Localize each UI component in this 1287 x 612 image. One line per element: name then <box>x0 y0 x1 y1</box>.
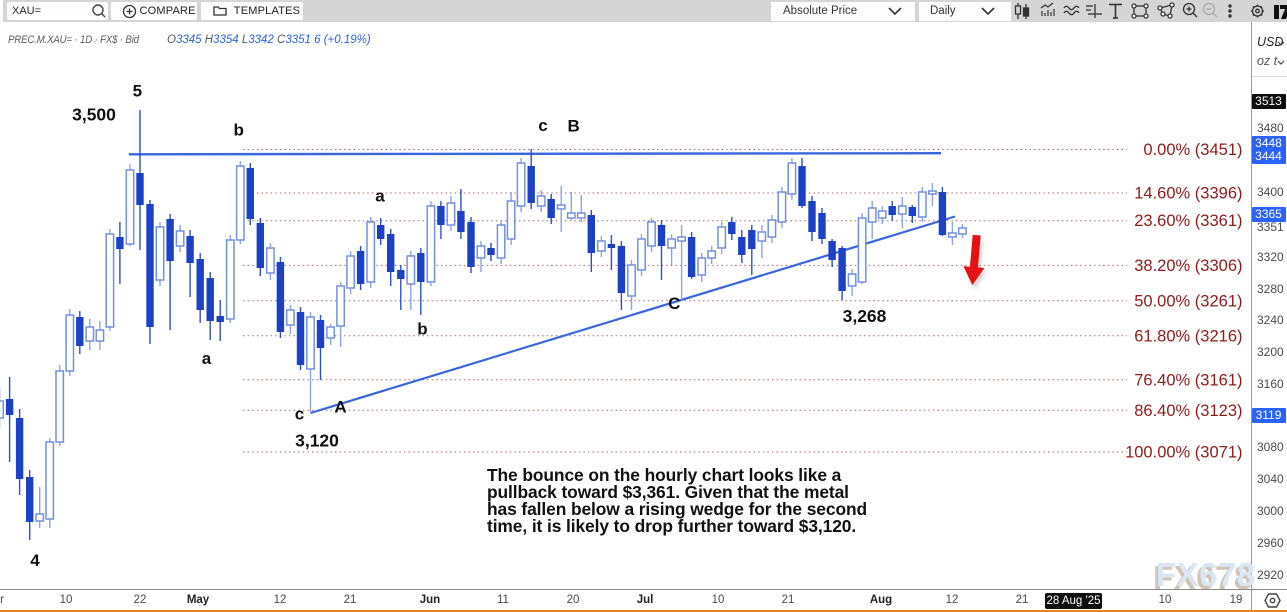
svg-text:23.60% (3361): 23.60% (3361) <box>1134 212 1242 230</box>
svg-text:B: B <box>568 117 580 136</box>
svg-text:5: 5 <box>133 82 142 101</box>
svg-text:3,500: 3,500 <box>72 105 116 125</box>
svg-text:86.40% (3123): 86.40% (3123) <box>1134 402 1242 420</box>
svg-text:76.40% (3161): 76.40% (3161) <box>1134 371 1242 389</box>
svg-text:a: a <box>202 349 212 368</box>
svg-text:50.00% (3261): 50.00% (3261) <box>1134 292 1242 310</box>
svg-text:0.00% (3451): 0.00% (3451) <box>1143 141 1242 159</box>
svg-text:a: a <box>375 186 385 205</box>
svg-text:c: c <box>538 116 547 135</box>
svg-text:3,268: 3,268 <box>843 306 887 326</box>
svg-text:b: b <box>234 120 244 139</box>
svg-text:14.60% (3396): 14.60% (3396) <box>1134 185 1242 203</box>
svg-text:4: 4 <box>30 551 40 570</box>
svg-text:38.20% (3306): 38.20% (3306) <box>1134 257 1242 275</box>
svg-text:c: c <box>295 405 304 424</box>
svg-text:100.00% (3071): 100.00% (3071) <box>1125 444 1242 462</box>
svg-text:3,120: 3,120 <box>295 431 339 451</box>
svg-text:b: b <box>417 320 427 339</box>
svg-text:C: C <box>668 294 680 313</box>
svg-text:A: A <box>334 398 346 417</box>
svg-text:61.80% (3216): 61.80% (3216) <box>1134 327 1242 345</box>
